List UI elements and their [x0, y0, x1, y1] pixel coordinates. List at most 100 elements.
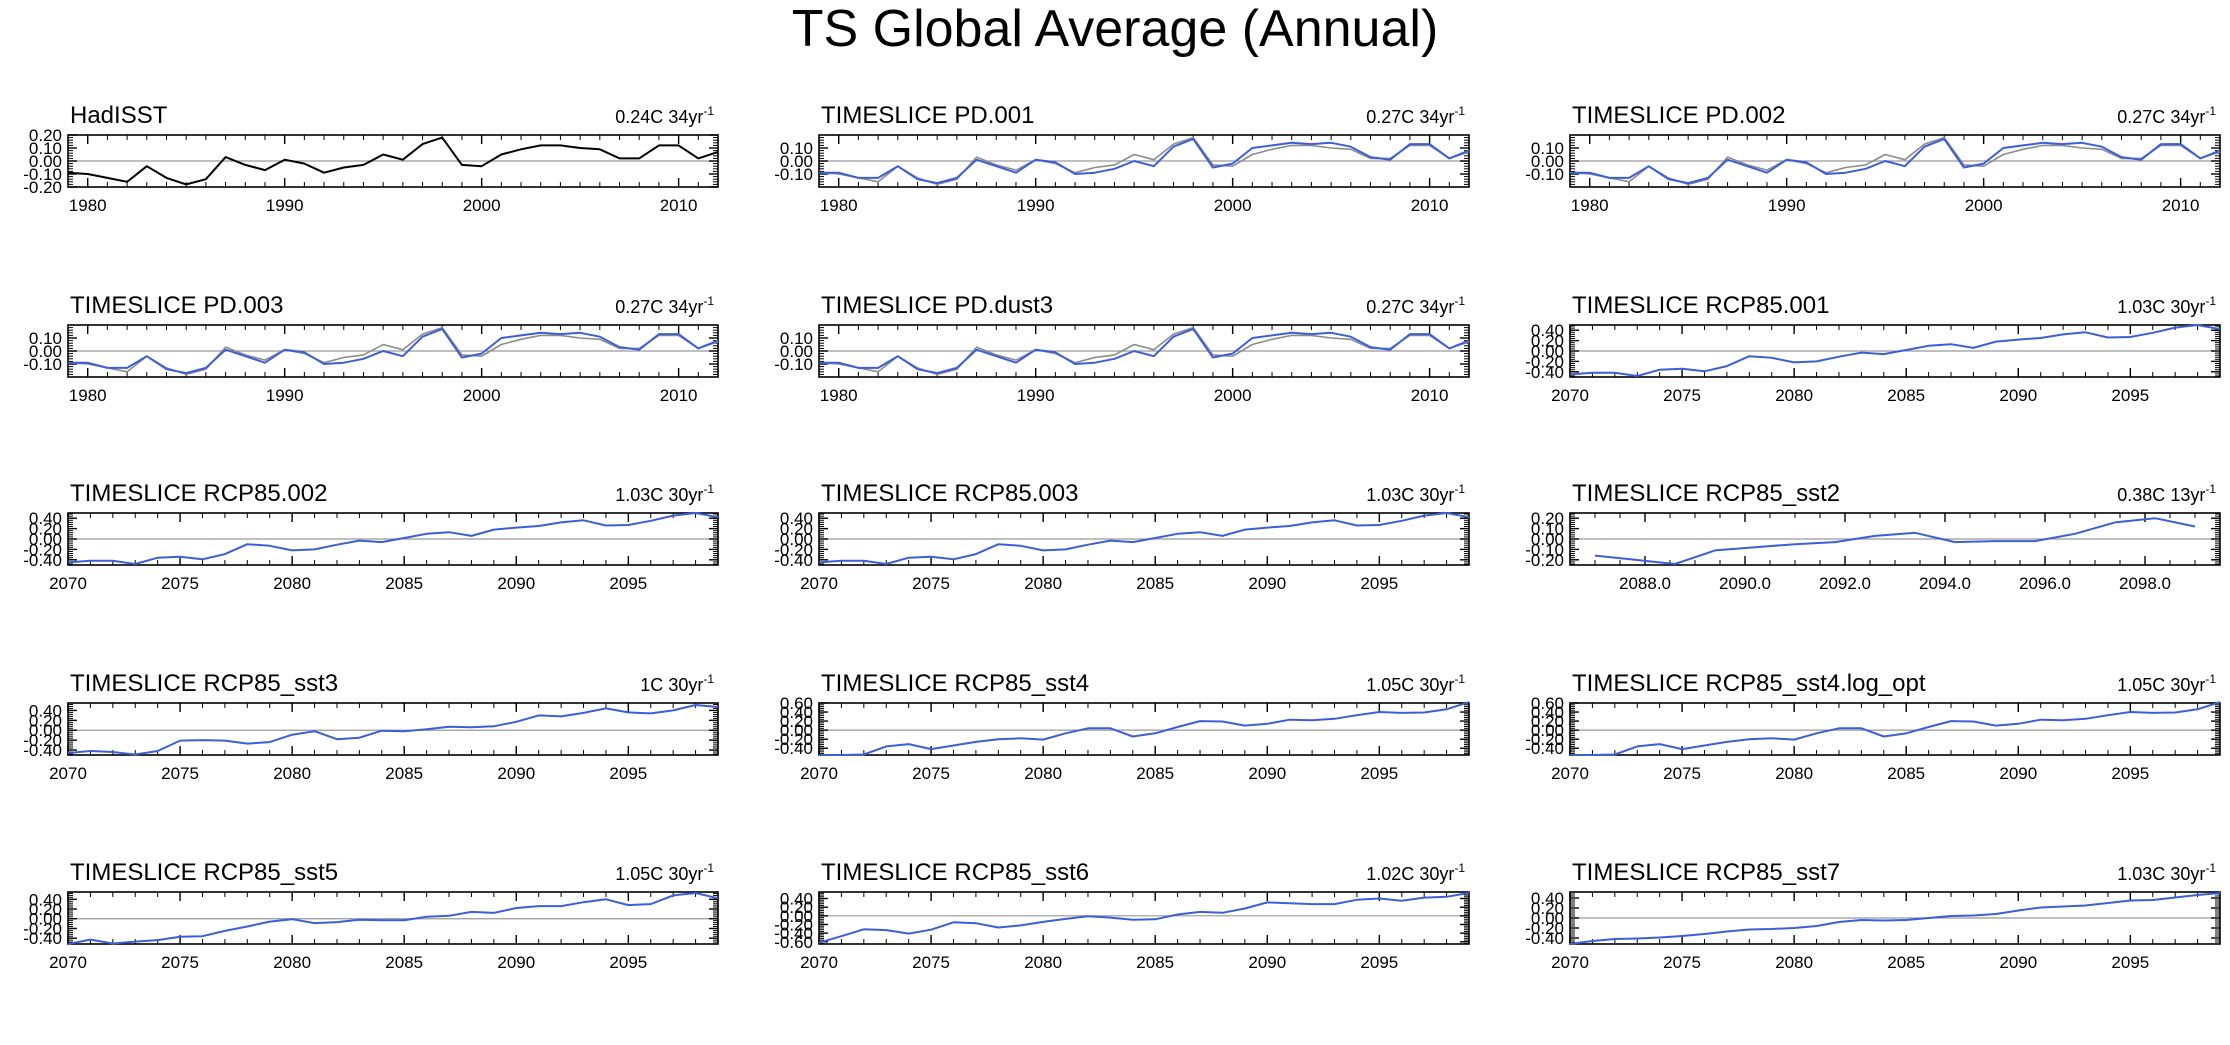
- y-tick-label: -0.10: [774, 355, 813, 374]
- y-tick-label: -0.40: [23, 929, 62, 948]
- trend-value: 1.05C: [615, 864, 663, 884]
- chart-panel: TIMESLICE PD.dust3 0.27C 34yr-1 1980 1990 20…: [774, 292, 1470, 405]
- trend-label: 1C 30yr-1: [640, 672, 714, 695]
- series-line-model: [1569, 892, 2221, 945]
- x-tick-label: 2085: [1887, 953, 1925, 972]
- x-tick-label: 2090: [1248, 764, 1286, 783]
- trend-label: 1.03C 30yr-1: [2117, 294, 2216, 317]
- chart-panel: TIMESLICE RCP85_sst3 1C 30yr-1 2070 2075 208…: [23, 670, 719, 783]
- trend-value: 0.27C: [1366, 107, 1414, 127]
- trend-exponent: -1: [703, 672, 714, 686]
- x-tick-label: 2000: [463, 196, 501, 215]
- trend-label: 1.03C 30yr-1: [615, 482, 714, 505]
- chart-panel: TIMESLICE RCP85.001 1.03C 30yr-1 2070 2075 2…: [1525, 292, 2221, 405]
- y-tick-label: 0.20: [29, 900, 62, 919]
- x-tick-label: 2000: [1214, 386, 1252, 405]
- x-tick-label: 2085: [385, 953, 423, 972]
- series-line-model: [1594, 517, 2196, 565]
- panel-title: TIMESLICE RCP85_sst2: [1572, 480, 1840, 507]
- panel-title: TIMESLICE PD.001: [821, 102, 1034, 129]
- trend-exponent: -1: [703, 861, 714, 875]
- y-tick-label: 0.00: [1531, 152, 1564, 171]
- x-tick-label: 2085: [1136, 953, 1174, 972]
- x-tick-label: 2095: [609, 953, 647, 972]
- trend-exponent: -1: [703, 294, 714, 308]
- x-tick-label: 1990: [266, 196, 304, 215]
- x-tick-label: 2090: [1248, 574, 1286, 593]
- y-tick-label: -0.20: [1525, 551, 1564, 570]
- x-tick-label: 2070: [49, 953, 87, 972]
- page-title: TS Global Average (Annual): [792, 0, 1439, 58]
- x-tick-label: 2085: [1887, 764, 1925, 783]
- x-tick-label: 1990: [266, 386, 304, 405]
- trend-exponent: -1: [1454, 861, 1465, 875]
- x-tick-label: 2095: [1360, 574, 1398, 593]
- x-tick-label: 2080: [1024, 953, 1062, 972]
- y-tick-label: -0.40: [774, 739, 813, 758]
- y-tick-label: 0.60: [1531, 694, 1564, 713]
- panel-title: TIMESLICE RCP85.003: [821, 480, 1078, 507]
- y-tick-label: 0.10: [1531, 520, 1564, 539]
- trend-value: 0.27C: [615, 297, 663, 317]
- x-tick-label: 2080: [273, 574, 311, 593]
- y-tick-label: 0.00: [780, 152, 813, 171]
- x-tick-label: 2000: [1965, 196, 2003, 215]
- y-tick-label: -0.20: [1525, 352, 1564, 371]
- trend-period: 30yr: [2170, 864, 2205, 884]
- y-tick-label: 0.00: [780, 530, 813, 549]
- y-tick-label: 0.00: [1531, 721, 1564, 740]
- trend-exponent: -1: [2205, 482, 2216, 496]
- y-tick-label: 0.20: [1531, 899, 1564, 918]
- panel-title: TIMESLICE PD.dust3: [821, 292, 1053, 319]
- chart-panel: TIMESLICE PD.002 0.27C 34yr-1 1980 1990 2000…: [1525, 102, 2221, 215]
- trend-period: 30yr: [1419, 864, 1454, 884]
- chart-panel: TIMESLICE RCP85_sst7 1.03C 30yr-1 2070 2075…: [1525, 859, 2221, 972]
- x-tick-label: 2085: [1136, 764, 1174, 783]
- trend-period: 34yr: [668, 297, 703, 317]
- y-tick-label: 0.20: [1531, 712, 1564, 731]
- trend-label: 1.05C 30yr-1: [2117, 672, 2216, 695]
- x-tick-label: 2095: [609, 574, 647, 593]
- x-tick-label: 2085: [385, 764, 423, 783]
- y-tick-label: -0.10: [1525, 165, 1564, 184]
- y-tick-label: -0.40: [1525, 363, 1564, 382]
- x-tick-label: 2080: [1024, 574, 1062, 593]
- series-line-model: [819, 701, 1470, 756]
- series-line-model: [819, 137, 1470, 185]
- y-tick-label: 0.40: [780, 890, 813, 909]
- y-tick-label: 0.10: [1531, 139, 1564, 158]
- y-tick-label: 0.40: [780, 703, 813, 722]
- trend-period: 34yr: [668, 107, 703, 127]
- y-tick-label: 0.00: [29, 910, 62, 929]
- trend-exponent: -1: [1454, 294, 1465, 308]
- y-tick-label: 0.00: [1531, 909, 1564, 928]
- trend-value: 1.02C: [1366, 864, 1414, 884]
- trend-label: 0.38C 13yr-1: [2117, 482, 2216, 505]
- plot-frame: [67, 891, 719, 945]
- y-tick-label: -0.60: [774, 933, 813, 952]
- y-tick-label: 0.20: [780, 520, 813, 539]
- panel-title: TIMESLICE RCP85_sst6: [821, 859, 1089, 886]
- y-tick-label: -0.10: [23, 355, 62, 374]
- x-tick-label: 1990: [1017, 386, 1055, 405]
- x-tick-label: 2090: [1999, 386, 2037, 405]
- x-tick-label: 2080: [1775, 386, 1813, 405]
- x-tick-label: 2070: [800, 764, 838, 783]
- trend-label: 0.27C 34yr-1: [1366, 294, 1465, 317]
- x-tick-label: 2070: [800, 953, 838, 972]
- y-tick-label: -0.40: [1525, 929, 1564, 948]
- y-tick-label: 0.00: [780, 907, 813, 926]
- y-tick-label: -0.20: [1525, 730, 1564, 749]
- y-tick-label: 0.20: [29, 126, 62, 145]
- series-line-model: [819, 327, 1470, 375]
- x-tick-label: 2098.0: [2119, 574, 2171, 593]
- chart-panel: TIMESLICE RCP85_sst5 1.05C 30yr-1 2070 2075…: [23, 859, 719, 972]
- trend-period: 30yr: [668, 864, 703, 884]
- y-tick-label: 0.40: [29, 890, 62, 909]
- x-tick-label: 2080: [273, 953, 311, 972]
- x-tick-label: 1990: [1768, 196, 1806, 215]
- y-tick-label: 0.10: [29, 139, 62, 158]
- trend-value: 1.05C: [1366, 675, 1414, 695]
- plot-frame: [1569, 702, 2221, 756]
